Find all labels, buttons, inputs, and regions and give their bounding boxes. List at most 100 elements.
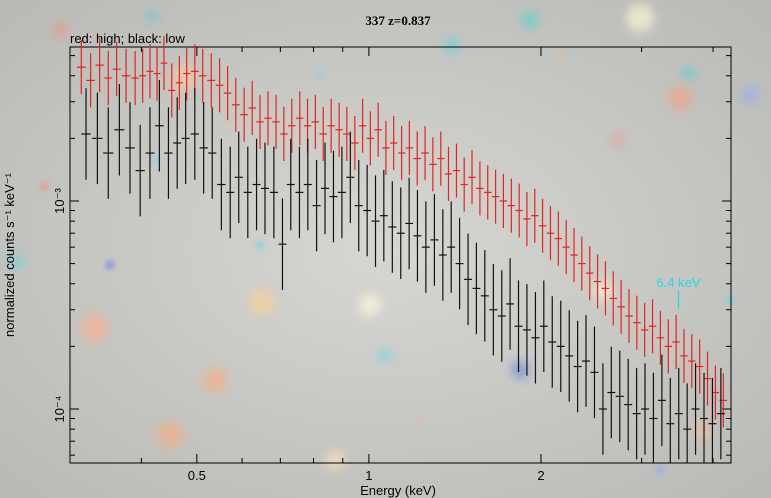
- data-point: [208, 107, 217, 199]
- data-point: [578, 236, 586, 291]
- data-point: [327, 98, 335, 153]
- data-point: [296, 91, 304, 146]
- data-point: [168, 63, 176, 118]
- chart-title: 337 z=0.837: [365, 13, 431, 28]
- data-point: [664, 319, 672, 374]
- data-point: [335, 102, 343, 157]
- x-tick-label: 2: [537, 468, 544, 483]
- data-point: [444, 146, 453, 201]
- data-point: [121, 48, 131, 103]
- data-point: [672, 314, 680, 370]
- data-point: [633, 295, 641, 350]
- data-point: [278, 198, 287, 290]
- x-tick-label: 1: [365, 468, 372, 483]
- data-point: [554, 211, 563, 266]
- series-0: [76, 36, 727, 428]
- data-point: [153, 46, 161, 101]
- data-point: [601, 261, 610, 316]
- data-point: [81, 88, 91, 180]
- data-point: [674, 367, 683, 460]
- data-point: [173, 97, 182, 189]
- data-point: [371, 175, 380, 267]
- data-point: [531, 292, 540, 384]
- data-point: [286, 138, 295, 231]
- y-tick-label: 10⁻⁴: [52, 396, 67, 423]
- data-point: [455, 217, 464, 310]
- data-point: [491, 169, 500, 224]
- data-point: [226, 146, 235, 239]
- data-point: [215, 58, 224, 113]
- data-point: [295, 146, 304, 239]
- y-axis-label: normalized counts s⁻¹ keV⁻¹: [2, 172, 17, 337]
- data-point: [700, 372, 709, 463]
- data-point: [405, 120, 414, 175]
- data-point: [388, 181, 397, 273]
- data-point: [207, 53, 216, 108]
- data-point: [160, 36, 168, 91]
- data-point: [155, 79, 164, 172]
- data-point: [198, 48, 207, 103]
- data-point: [522, 284, 531, 376]
- data-point: [708, 377, 717, 463]
- data-point: [649, 372, 658, 463]
- data-point: [615, 350, 624, 443]
- annotation-6-4-kev: 6.4 keV: [656, 275, 700, 290]
- data-point: [570, 227, 578, 283]
- data-point: [523, 191, 531, 246]
- data-point: [656, 310, 665, 365]
- data-point: [183, 46, 191, 101]
- data-point: [146, 44, 154, 99]
- data-point: [716, 367, 725, 460]
- data-point: [691, 363, 700, 455]
- data-point: [181, 92, 190, 185]
- data-point: [321, 142, 330, 235]
- data-point: [374, 102, 382, 157]
- data-point: [354, 159, 363, 252]
- data-point: [680, 328, 688, 383]
- data-point: [421, 201, 430, 293]
- data-point: [632, 367, 641, 460]
- data-point: [421, 126, 429, 181]
- data-point: [329, 150, 338, 243]
- data-point: [272, 94, 280, 149]
- data-point: [617, 279, 625, 334]
- data-point: [131, 51, 139, 106]
- data-point: [625, 288, 633, 344]
- data-point: [648, 299, 657, 354]
- data-point: [556, 300, 565, 393]
- data-point: [413, 131, 421, 186]
- data-point: [248, 80, 256, 136]
- data-point: [217, 138, 226, 231]
- data-point: [695, 339, 704, 394]
- data-point: [703, 351, 712, 406]
- data-point: [256, 94, 264, 149]
- data-point: [303, 138, 312, 231]
- data-point: [312, 159, 321, 252]
- data-point: [598, 363, 607, 455]
- data-point: [92, 92, 103, 185]
- data-point: [397, 126, 406, 181]
- data-point: [586, 246, 594, 301]
- data-point: [506, 258, 515, 350]
- data-point: [363, 164, 372, 257]
- data-point: [548, 296, 557, 388]
- data-point: [683, 383, 692, 463]
- data-point: [252, 138, 261, 231]
- data-point: [358, 98, 367, 153]
- data-point: [499, 173, 508, 229]
- data-point: [240, 87, 248, 142]
- data-point: [319, 106, 327, 162]
- data-point: [145, 107, 155, 199]
- data-point: [497, 270, 506, 362]
- legend-note: red: high; black: low: [70, 31, 186, 46]
- data-point: [468, 150, 476, 205]
- data-point: [607, 346, 616, 439]
- data-point: [125, 102, 135, 194]
- data-point: [437, 131, 445, 186]
- data-point: [104, 51, 113, 106]
- data-point: [114, 84, 125, 176]
- data-point: [76, 40, 86, 95]
- data-point: [234, 131, 243, 224]
- data-point: [590, 326, 599, 419]
- data-point: [95, 38, 104, 93]
